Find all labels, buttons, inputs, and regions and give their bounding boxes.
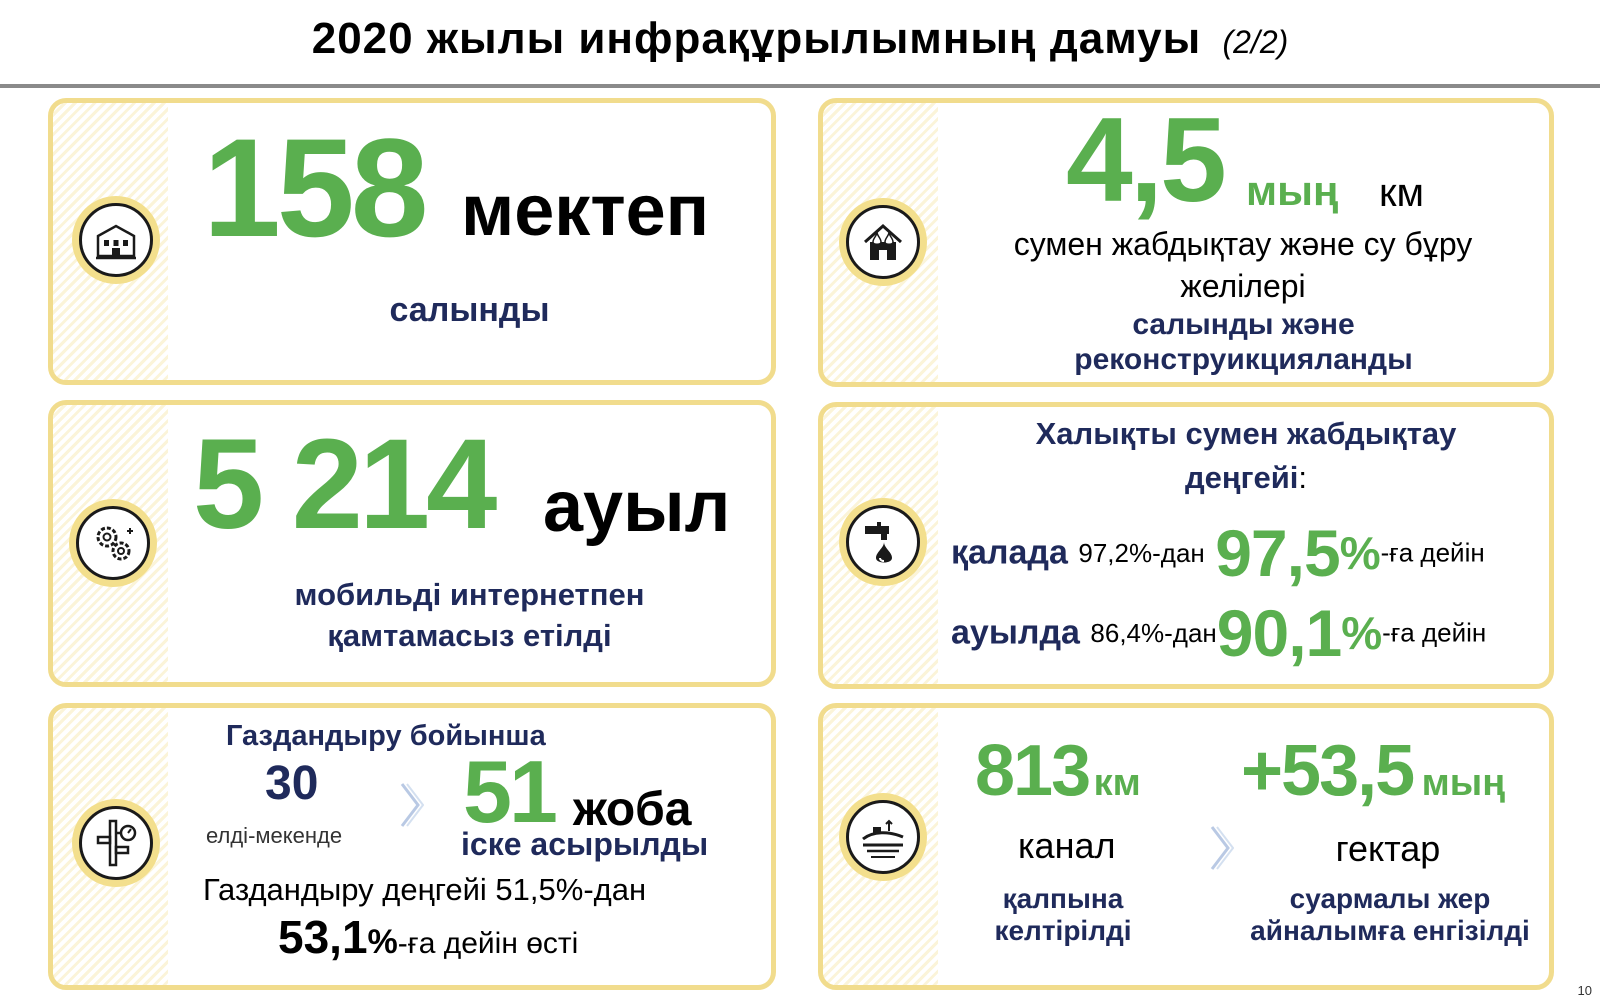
village-label: ауылда bbox=[951, 613, 1080, 652]
village-row: ауылда 86,4%-дан90,1%-ға дейін bbox=[951, 595, 1487, 670]
water-networks-unit-thousand: мың bbox=[1246, 167, 1339, 214]
hectares-figure: +53,5 мың bbox=[1241, 730, 1505, 812]
irrigation-card: 813 км канал қалпына келтірілді +53,5 мы… bbox=[818, 703, 1554, 990]
header: 2020 жылы инфрақұрылымның дамуы (2/2) bbox=[0, 0, 1600, 88]
canal-unit: км bbox=[1093, 762, 1141, 804]
canal-figure: 813 км bbox=[975, 730, 1141, 812]
city-row: қалада 97,2%-дан 97,5%-ға дейін bbox=[951, 515, 1485, 590]
page-indicator: (2/2) bbox=[1222, 24, 1289, 60]
schools-number: 158 bbox=[203, 109, 429, 266]
water-supply-house-icon bbox=[864, 223, 902, 260]
water-supply-heading-line1: Халықты сумен жабдықтау bbox=[1035, 416, 1457, 451]
hectares-number: +53,5 bbox=[1241, 731, 1415, 811]
schools-icon-badge bbox=[72, 196, 160, 284]
water-networks-number: 4,5 bbox=[1066, 98, 1227, 227]
gas-projects-caption: іске асырылды bbox=[461, 826, 709, 862]
internet-villages-unit: ауыл bbox=[543, 467, 731, 547]
gas-level-suffix: -ға дейін өсті bbox=[397, 927, 579, 960]
internet-villages-card: 5 214 ауыл мобильді интернетпен қамтамас… bbox=[48, 400, 776, 687]
gears-icon bbox=[96, 526, 133, 561]
canal-caption-line1: қалпына bbox=[1002, 883, 1124, 914]
water-networks-caption-line2: реконструикцияланды bbox=[1074, 343, 1413, 376]
village-suffix: -ға дейін bbox=[1382, 617, 1487, 648]
gas-icon-badge bbox=[72, 799, 160, 887]
gas-level-text: Газдандыру деңгейі 51,5%-дан bbox=[203, 872, 647, 907]
hectares-caption-line1: суармалы жер bbox=[1289, 883, 1491, 914]
schools-card: 158 мектеп салынды bbox=[48, 98, 776, 385]
page-number: 10 bbox=[1577, 983, 1592, 998]
city-to-number: 97,5 bbox=[1215, 516, 1340, 590]
village-to-number: 90,1 bbox=[1216, 596, 1342, 670]
city-from: 97,2%-дан bbox=[1078, 537, 1205, 568]
village-to-percent: % bbox=[1341, 607, 1383, 659]
gas-projects-unit: жоба bbox=[573, 783, 692, 836]
internet-caption-line1: мобильді интернетпен bbox=[294, 577, 645, 612]
water-supply-heading-word: деңгейі bbox=[1184, 460, 1299, 495]
water-supply-heading-colon: : bbox=[1298, 460, 1308, 495]
gas-level-number: 53,1 bbox=[278, 911, 368, 963]
title-divider bbox=[0, 84, 1600, 88]
gas-projects-number: 51 bbox=[463, 742, 558, 841]
canal-label: канал bbox=[1018, 825, 1116, 866]
gas-level-row: 53,1%-ға дейін өсті bbox=[278, 910, 578, 964]
water-networks-caption-line1: салынды және bbox=[1132, 308, 1355, 341]
page-title-text: 2020 жылы инфрақұрылымның дамуы bbox=[311, 14, 1202, 63]
chevron-right-icon bbox=[1210, 826, 1234, 870]
irrigation-icon-badge bbox=[839, 793, 927, 881]
internet-caption-line2: қамтамасыз етілді bbox=[327, 618, 612, 653]
schools-unit: мектеп bbox=[461, 171, 710, 251]
water-networks-unit-km: км bbox=[1379, 171, 1424, 215]
canal-number: 813 bbox=[975, 731, 1091, 811]
gas-level-percent: % bbox=[367, 923, 398, 961]
gas-settlements-label: елді-мекенде bbox=[206, 823, 343, 848]
city-suffix: -ға дейін bbox=[1380, 537, 1485, 568]
irrigated-field-icon bbox=[862, 819, 904, 858]
city-to-percent: % bbox=[1339, 527, 1381, 579]
schools-caption: салынды bbox=[389, 291, 550, 329]
water-supply-level-card: Халықты сумен жабдықтау деңгейі: қалада … bbox=[818, 402, 1554, 689]
gas-pipeline-icon bbox=[96, 819, 137, 867]
water-tap-drop-icon bbox=[865, 522, 892, 563]
water-networks-description: сумен жабдықтау және су бұру желілері bbox=[1013, 226, 1473, 304]
water-supply-heading-line2: деңгейі: bbox=[943, 460, 1549, 496]
internet-villages-number: 5 214 bbox=[193, 413, 497, 556]
canal-caption-line2: келтірілді bbox=[994, 915, 1132, 946]
page-title: 2020 жылы инфрақұрылымның дамуы (2/2) bbox=[0, 14, 1600, 64]
hectares-label: гектар bbox=[1335, 828, 1441, 869]
hectares-unit: мың bbox=[1421, 762, 1506, 804]
internet-icon-badge bbox=[69, 499, 157, 587]
school-building-icon bbox=[96, 224, 136, 260]
city-label: қалада bbox=[951, 533, 1068, 572]
water-networks-card: 4,5 мың км сумен жабдықтау және су бұру … bbox=[818, 98, 1554, 387]
water-networks-icon-badge bbox=[839, 198, 927, 286]
chevron-right-icon bbox=[400, 783, 424, 827]
gas-heading: Газдандыру бойынша bbox=[226, 720, 546, 752]
gas-settlements-number: 30 bbox=[265, 757, 319, 810]
water-supply-icon-badge bbox=[839, 498, 927, 586]
hectares-caption-line2: айналымға енгізілді bbox=[1250, 915, 1530, 946]
gasification-card: Газдандыру бойынша 30 елді-мекенде 51 жо… bbox=[48, 703, 776, 990]
village-from: 86,4%-дан bbox=[1090, 617, 1217, 648]
